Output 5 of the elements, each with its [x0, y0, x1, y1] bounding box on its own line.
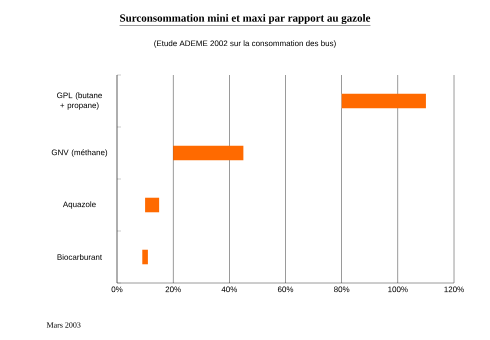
bar	[173, 146, 244, 160]
bar	[145, 198, 160, 212]
chart-title: Surconsommation mini et maxi par rapport au gazole	[120, 14, 370, 24]
bar	[142, 250, 148, 264]
bar	[342, 94, 426, 108]
